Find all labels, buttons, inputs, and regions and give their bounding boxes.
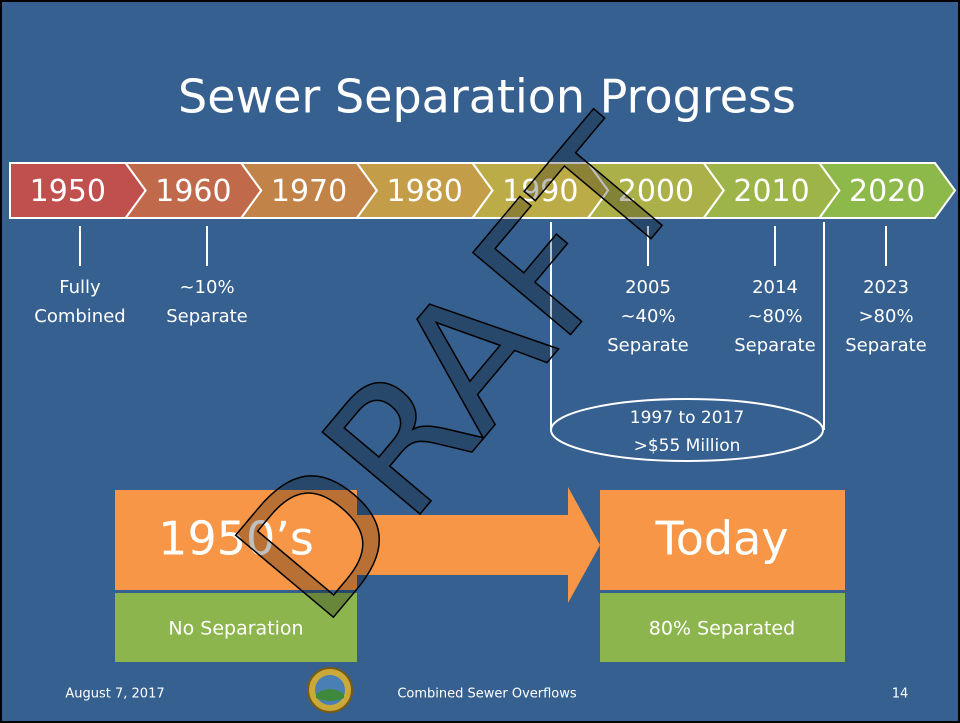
milestone-text: ~10%: [179, 277, 234, 298]
milestone-text: ~40%: [620, 306, 675, 327]
arrow: [357, 487, 600, 603]
after-status: 80% Separated: [649, 618, 795, 640]
before-box: [115, 490, 357, 590]
milestone-text: 2014: [752, 277, 798, 298]
milestone-text: 2005: [625, 277, 671, 298]
year-label: 2010: [733, 174, 809, 209]
after-box: [600, 490, 845, 590]
year-label: 2000: [618, 174, 694, 209]
logo: [307, 667, 353, 713]
before-status: No Separation: [168, 618, 303, 640]
year-label: 1990: [502, 174, 578, 209]
footer-title: Combined Sewer Overflows: [397, 687, 577, 702]
year-label: 1950: [30, 174, 106, 209]
year-label: 1960: [155, 174, 231, 209]
title: Sewer Separation Progress: [178, 70, 796, 124]
after-heading: Today: [654, 512, 788, 566]
timeline: 1950 1960 1970 1980 1990 2000 2010 2020: [9, 162, 957, 219]
year-label: 2020: [849, 174, 925, 209]
footer-page: 14: [892, 687, 909, 702]
year-label: 1970: [271, 174, 347, 209]
after-status-box: [600, 593, 845, 662]
milestone-text: Fully: [59, 277, 101, 298]
milestone-text: Separate: [734, 335, 816, 356]
milestone-text: 2023: [863, 277, 909, 298]
bracket-text: >$55 Million: [634, 436, 741, 456]
chevron: [817, 162, 957, 219]
bracket: [550, 222, 825, 462]
milestone-text: Combined: [34, 306, 125, 327]
before-heading: 1950’s: [158, 512, 314, 566]
milestone-text: >80%: [858, 306, 913, 327]
bracket-text: 1997 to 2017: [630, 408, 744, 428]
milestone-text: Separate: [607, 335, 689, 356]
before-status-box: [115, 593, 357, 662]
milestone-text: Separate: [166, 306, 248, 327]
footer-date: August 7, 2017: [65, 687, 164, 702]
year-label: 1980: [387, 174, 463, 209]
milestones: Fully Combined ~10% Separate 2005 ~40% Separat…: [34, 226, 927, 356]
bracket-ellipse: [550, 398, 824, 462]
milestone-text: ~80%: [747, 306, 802, 327]
milestone-text: Separate: [845, 335, 927, 356]
